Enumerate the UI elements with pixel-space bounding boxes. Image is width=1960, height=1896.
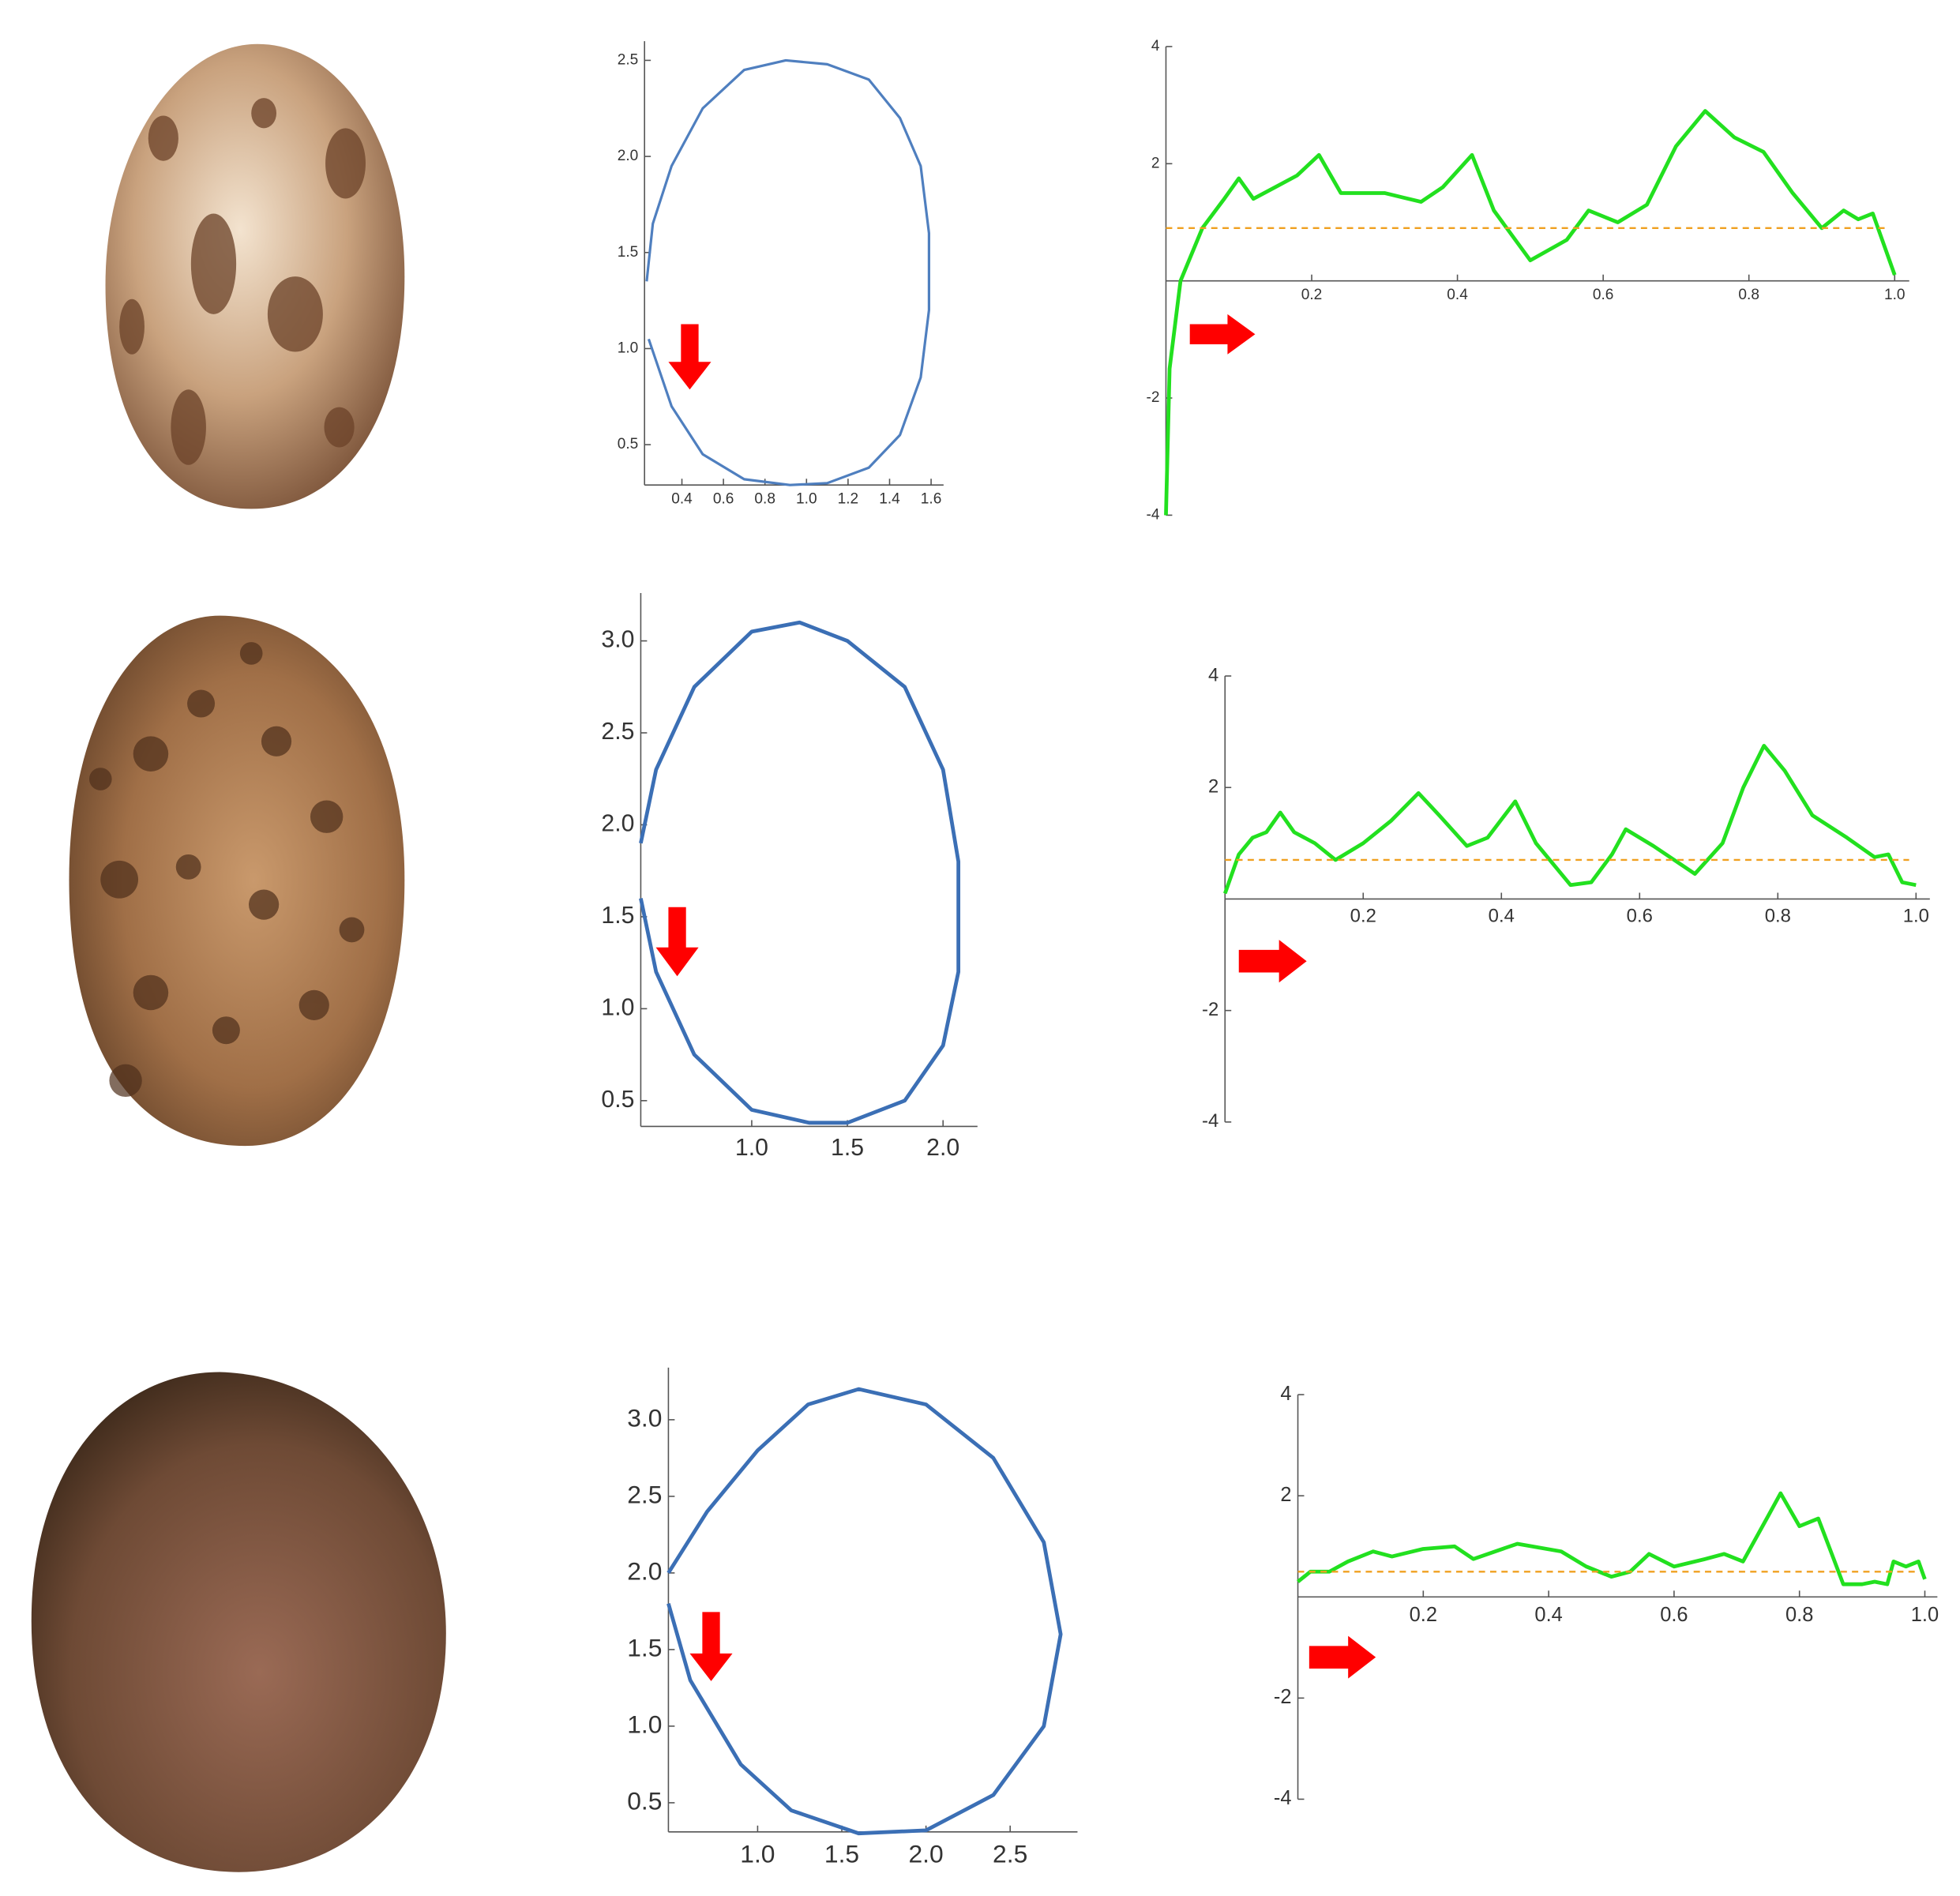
x-tick-label: 1.5 <box>831 1135 864 1161</box>
y-tick-label: 3.0 <box>627 1403 662 1432</box>
x-tick-label: 0.4 <box>1534 1604 1562 1626</box>
x-tick-label: 1.0 <box>1884 287 1906 303</box>
x-tick-label: 0.8 <box>1765 905 1791 926</box>
y-tick-label: 1.5 <box>601 903 634 929</box>
y-tick-label: 2 <box>1280 1484 1291 1506</box>
y-tick-label: 1.0 <box>627 1710 662 1738</box>
x-tick-label: 1.0 <box>740 1839 775 1868</box>
y-tick-label: 4 <box>1280 1383 1291 1405</box>
y-tick-label: 0.5 <box>618 436 639 452</box>
x-tick-label: 0.6 <box>1660 1604 1688 1626</box>
y-tick-label: -2 <box>1147 389 1160 406</box>
x-tick-label: 2.5 <box>993 1839 1027 1868</box>
curve <box>645 58 930 486</box>
seed-photo <box>105 43 405 509</box>
y-tick-label: 2 <box>1208 776 1218 798</box>
y-tick-label: 1.5 <box>618 244 639 261</box>
y-tick-label: 4 <box>1151 38 1160 54</box>
x-tick-label: 1.4 <box>879 490 900 507</box>
y-tick-label: -2 <box>1274 1686 1292 1708</box>
curve <box>1223 743 1917 895</box>
x-tick-label: 1.0 <box>1903 905 1929 926</box>
x-tick-label: 1.0 <box>1911 1604 1939 1626</box>
y-tick-label: -2 <box>1202 999 1218 1020</box>
x-tick-label: 1.0 <box>735 1135 768 1161</box>
y-tick-label: 2.5 <box>618 51 639 68</box>
x-tick-label: 0.6 <box>1593 287 1614 303</box>
x-tick-label: 2.0 <box>926 1135 959 1161</box>
arrow <box>655 313 1376 1681</box>
y-tick-label: -4 <box>1274 1787 1292 1809</box>
x-tick-label: 0.2 <box>1410 1604 1437 1626</box>
seed-photo <box>31 1372 446 1872</box>
y-tick-label: 2.0 <box>601 810 634 836</box>
x-tick-label: 0.4 <box>1489 905 1515 926</box>
y-tick-label: 2.0 <box>618 148 639 164</box>
x-tick-label: 0.6 <box>713 490 734 507</box>
y-tick-label: -4 <box>1147 506 1160 523</box>
curve <box>1297 1491 1927 1586</box>
x-tick-label: 0.8 <box>1785 1604 1813 1626</box>
y-tick-label: 2.0 <box>627 1556 662 1585</box>
x-tick-label: 1.6 <box>921 490 942 507</box>
y-tick-label: 0.5 <box>601 1087 634 1113</box>
curve <box>666 1387 1063 1836</box>
y-tick-label: 4 <box>1208 664 1218 685</box>
x-tick-label: 0.8 <box>754 490 775 507</box>
x-tick-label: 2.0 <box>908 1839 943 1868</box>
y-tick-label: 0.5 <box>627 1786 662 1815</box>
x-tick-label: 0.8 <box>1738 287 1759 303</box>
x-tick-label: 1.5 <box>824 1839 859 1868</box>
y-tick-label: 1.0 <box>618 340 639 356</box>
y-tick-label: 1.5 <box>627 1633 662 1661</box>
x-tick-label: 0.6 <box>1627 905 1653 926</box>
y-tick-label: 3.0 <box>601 627 634 653</box>
y-tick-label: 1.0 <box>601 994 634 1020</box>
x-tick-label: 0.2 <box>1301 287 1323 303</box>
x-tick-label: 1.2 <box>838 490 859 507</box>
y-tick-label: 2.5 <box>601 719 634 745</box>
x-tick-label: 1.0 <box>796 490 817 507</box>
y-tick-label: 2 <box>1151 155 1160 171</box>
x-tick-label: 0.2 <box>1350 905 1376 926</box>
x-tick-label: 0.4 <box>671 490 693 507</box>
y-tick-label: 2.5 <box>627 1480 662 1508</box>
y-tick-label: -4 <box>1202 1110 1218 1132</box>
curve <box>639 620 961 1125</box>
seed-photo <box>69 615 405 1147</box>
x-tick-label: 0.4 <box>1447 287 1468 303</box>
curve <box>1164 109 1897 516</box>
